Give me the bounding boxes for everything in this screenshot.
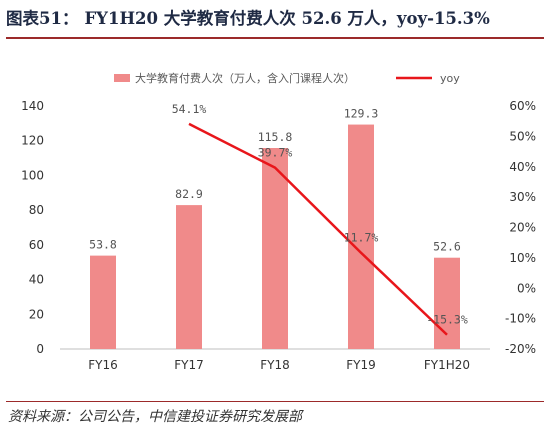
left-tick-label: 100 bbox=[21, 168, 44, 182]
left-tick-label: 40 bbox=[29, 273, 44, 287]
line-series bbox=[188, 122, 448, 336]
figure-title: 图表51： FY1H20 大学教育付费人次 52.6 万人，yoy-15.3% bbox=[6, 4, 544, 34]
left-tick-label: 0 bbox=[36, 342, 44, 356]
right-axis-ticks: -20% -10% 0% 10% 20% 30% 40% 50% 60% bbox=[505, 99, 536, 356]
left-tick-label: 120 bbox=[21, 134, 44, 148]
line-data-label: -15.3% bbox=[426, 313, 468, 327]
line-data-label: 54.1% bbox=[172, 102, 207, 116]
right-tick-label: 30% bbox=[509, 190, 536, 204]
bar bbox=[434, 257, 460, 349]
bar-data-labels: 53.8 82.9 115.8 129.3 52.6 bbox=[89, 107, 461, 254]
left-tick-label: 80 bbox=[29, 203, 44, 217]
x-tick-label: FY18 bbox=[260, 358, 290, 372]
bar-data-label: 115.8 bbox=[258, 130, 293, 144]
line-data-labels: 54.1% 39.7% 11.7% -15.3% bbox=[172, 102, 468, 327]
legend: 大学教育付费人次（万人，含入门课程人次） yoy bbox=[114, 71, 460, 85]
legend-line-label: yoy bbox=[440, 72, 460, 85]
left-tick-label: 140 bbox=[21, 99, 44, 113]
bar bbox=[90, 255, 116, 349]
bar bbox=[176, 205, 202, 349]
bar-data-label: 52.6 bbox=[433, 240, 461, 254]
source-note: 资料来源：公司公告，中信建投证券研究发展部 bbox=[8, 409, 302, 425]
figure-number: 图表51： bbox=[6, 9, 79, 28]
title-rule bbox=[6, 37, 544, 39]
left-tick-label: 20 bbox=[29, 307, 44, 321]
right-tick-label: -20% bbox=[505, 342, 536, 356]
x-tick-label: FY19 bbox=[346, 358, 376, 372]
x-tick-label: FY1H20 bbox=[424, 358, 470, 372]
line-data-label: 11.7% bbox=[344, 231, 379, 245]
bar-series bbox=[90, 124, 460, 349]
bar bbox=[262, 148, 288, 349]
bar bbox=[348, 124, 374, 349]
right-tick-label: 0% bbox=[517, 281, 536, 295]
line-data-label: 39.7% bbox=[258, 146, 293, 160]
left-axis-ticks: 0 20 40 60 80 100 120 140 bbox=[21, 99, 44, 356]
footer-rule bbox=[6, 401, 544, 402]
bar-data-label: 82.9 bbox=[175, 187, 203, 201]
right-tick-label: 50% bbox=[509, 129, 536, 143]
bar-data-label: 53.8 bbox=[89, 238, 117, 252]
bar-data-label: 129.3 bbox=[344, 107, 379, 121]
figure-title-text: FY1H20 大学教育付费人次 52.6 万人，yoy-15.3% bbox=[84, 9, 490, 28]
right-tick-label: 60% bbox=[509, 99, 536, 113]
x-tick-label: FY17 bbox=[174, 358, 204, 372]
left-tick-label: 60 bbox=[29, 238, 44, 252]
chart: 0 20 40 60 80 100 120 140 -20% -10% 0% 10% 20% 30% 40… bbox=[21, 71, 536, 372]
right-tick-label: 20% bbox=[509, 221, 536, 235]
right-tick-label: 10% bbox=[509, 251, 536, 265]
legend-bar-swatch bbox=[114, 74, 130, 82]
right-tick-label: -10% bbox=[505, 312, 536, 326]
right-tick-label: 40% bbox=[509, 160, 536, 174]
yoy-line bbox=[188, 122, 448, 336]
legend-bar-label: 大学教育付费人次（万人，含入门课程人次） bbox=[135, 71, 355, 85]
x-axis-ticks: FY16 FY17 FY18 FY19 FY1H20 bbox=[88, 358, 470, 372]
x-tick-label: FY16 bbox=[88, 358, 118, 372]
